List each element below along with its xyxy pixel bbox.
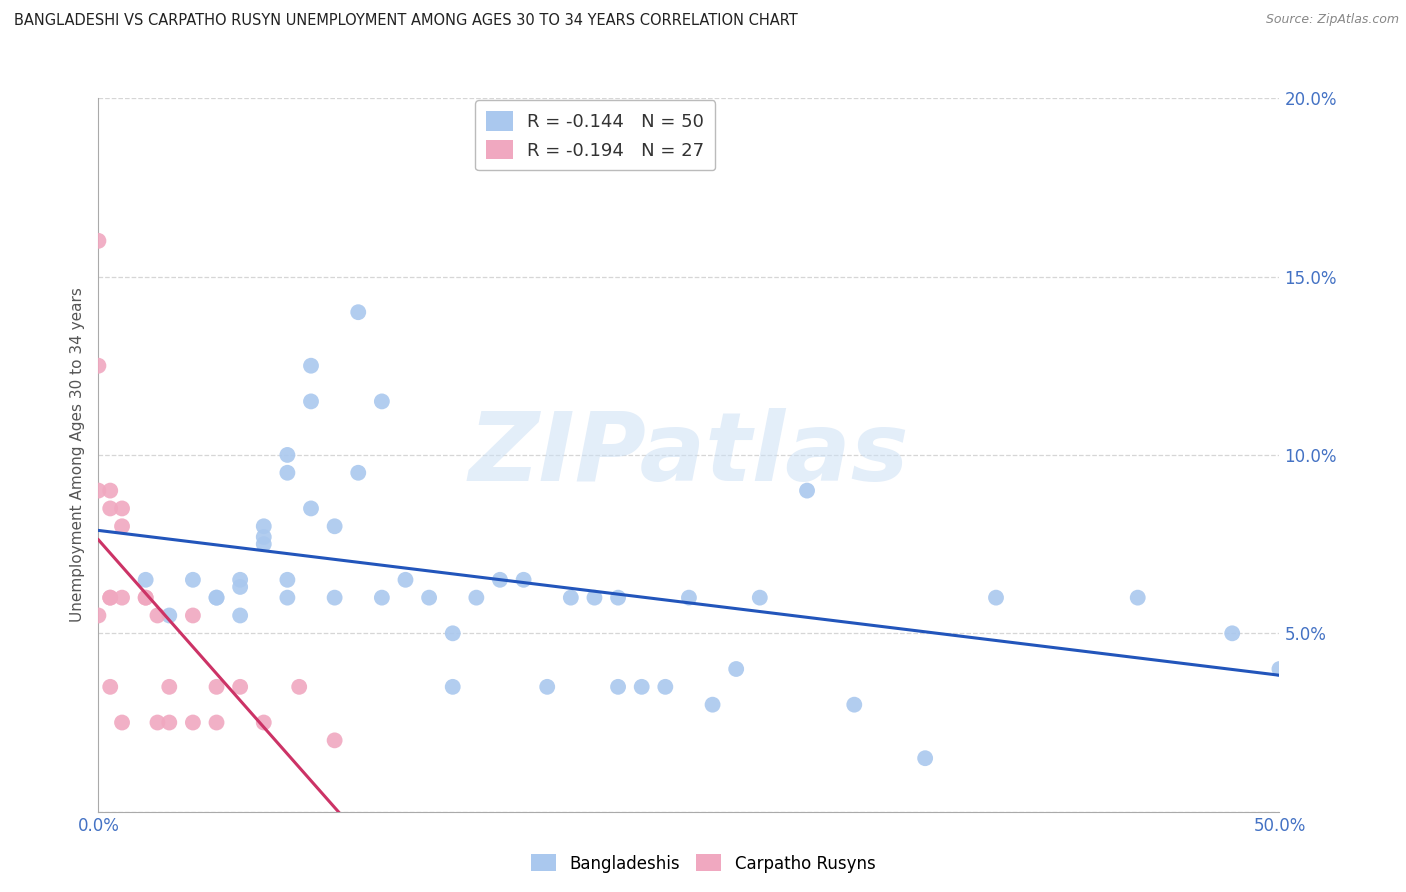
Point [87,483,110,498]
Point [678,591,700,605]
Point [135,591,157,605]
Point [181,608,204,623]
Point [394,573,416,587]
Point [253,537,276,551]
Point [87,608,110,623]
Point [276,448,298,462]
Point [441,626,464,640]
Point [253,519,276,533]
Point [98,501,121,516]
Text: BANGLADESHI VS CARPATHO RUSYN UNEMPLOYMENT AMONG AGES 30 TO 34 YEARS CORRELATION: BANGLADESHI VS CARPATHO RUSYN UNEMPLOYME… [14,13,797,29]
Point [418,591,440,605]
Point [299,394,322,409]
Point [489,573,512,587]
Point [87,234,110,248]
Point [299,501,322,516]
Legend: Bangladeshis, Carpatho Rusyns: Bangladeshis, Carpatho Rusyns [524,847,882,880]
Point [98,483,121,498]
Point [87,359,110,373]
Point [583,591,606,605]
Text: Source: ZipAtlas.com: Source: ZipAtlas.com [1265,13,1399,27]
Point [914,751,936,765]
Legend: R = -0.144   N = 50, R = -0.194   N = 27: R = -0.144 N = 50, R = -0.194 N = 27 [475,100,716,170]
Point [253,530,276,544]
Point [135,591,157,605]
Point [253,715,276,730]
Point [181,573,204,587]
Point [111,519,134,533]
Point [229,573,252,587]
Point [702,698,724,712]
Point [1126,591,1149,605]
Point [157,715,180,730]
Point [229,580,252,594]
Y-axis label: Unemployment Among Ages 30 to 34 years: Unemployment Among Ages 30 to 34 years [69,287,84,623]
Point [323,519,346,533]
Point [111,591,134,605]
Point [536,680,558,694]
Point [299,359,322,373]
Point [276,573,298,587]
Point [229,680,252,694]
Point [323,733,346,747]
Point [512,573,534,587]
Point [347,466,370,480]
Point [205,591,228,605]
Point [1268,662,1291,676]
Point [844,698,866,712]
Point [181,715,204,730]
Point [725,662,748,676]
Point [146,608,169,623]
Point [288,680,311,694]
Point [111,501,134,516]
Point [98,591,121,605]
Point [157,680,180,694]
Point [229,608,252,623]
Point [796,483,818,498]
Point [465,591,488,605]
Point [560,591,582,605]
Point [276,591,298,605]
Point [371,591,394,605]
Point [1220,626,1243,640]
Point [135,573,157,587]
Point [205,680,228,694]
Point [607,591,630,605]
Point [984,591,1007,605]
Point [146,715,169,730]
Point [654,680,676,694]
Point [630,680,652,694]
Point [111,715,134,730]
Point [205,591,228,605]
Text: ZIPatlas: ZIPatlas [468,409,910,501]
Point [205,715,228,730]
Point [1316,591,1339,605]
Point [347,305,370,319]
Point [607,680,630,694]
Point [98,591,121,605]
Point [323,591,346,605]
Point [276,466,298,480]
Point [441,680,464,694]
Point [157,608,180,623]
Point [371,394,394,409]
Point [748,591,770,605]
Point [98,680,121,694]
